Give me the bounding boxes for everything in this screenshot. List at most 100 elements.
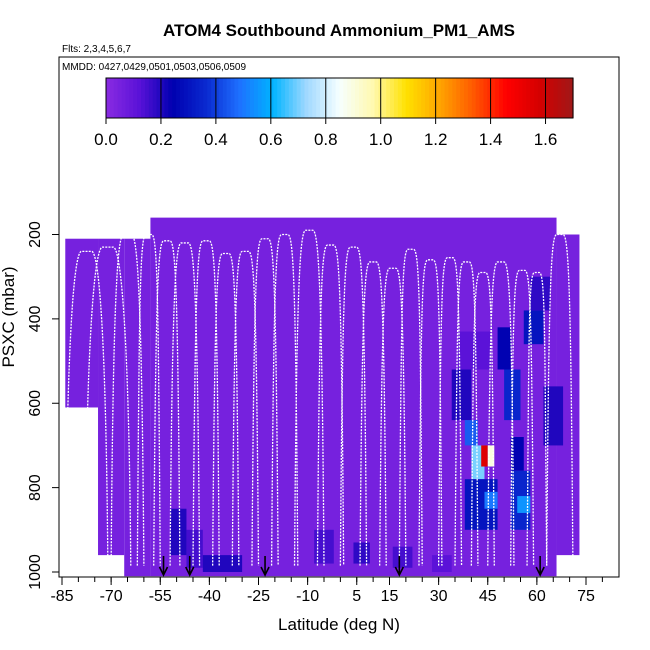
flight-track <box>510 269 535 566</box>
y-tick-label: 800 <box>27 474 44 501</box>
colorbar-segment <box>491 78 496 118</box>
arrow-head <box>158 566 169 577</box>
coverage-region <box>98 238 125 556</box>
colorbar-segment <box>413 78 418 118</box>
colorbar-segment <box>397 78 403 118</box>
y-tick-label: 600 <box>27 390 44 417</box>
colorbar-segment <box>327 78 333 118</box>
colorbar-segment <box>269 78 274 118</box>
colorbar-segment <box>545 78 551 118</box>
colorbar-segment <box>417 78 422 118</box>
dates-label: MMDD: 0427,0429,0501,0503,0506,0509 <box>62 62 246 73</box>
colorbar-segment <box>464 78 469 118</box>
heatmap-cell <box>170 508 187 556</box>
flight-track <box>379 267 407 566</box>
colorbar-segment <box>499 78 504 118</box>
colorbar-segment <box>390 78 395 118</box>
flight-track <box>293 229 325 566</box>
colorbar-segment <box>425 78 430 118</box>
flight-track <box>110 233 145 566</box>
colorbar-segment <box>218 78 224 118</box>
colorbar-segment <box>339 78 344 118</box>
colorbar-segment <box>537 78 543 118</box>
colorbar-segment <box>246 78 251 118</box>
colorbar-segment <box>195 78 200 118</box>
x-tick-label: -85 <box>50 588 73 605</box>
colorbar-segment <box>351 78 356 118</box>
colorbar-segment <box>222 78 228 118</box>
colorbar-segment <box>312 78 317 118</box>
heatmap-cell <box>487 445 495 467</box>
x-tick-label: -40 <box>198 588 221 605</box>
heatmap-cell <box>517 496 531 513</box>
colorbar-segment <box>358 78 364 118</box>
colorbar-segment <box>440 78 446 118</box>
heatmap-cell <box>353 542 370 564</box>
colorbar-segment <box>456 78 461 118</box>
colorbar-segment <box>292 78 298 118</box>
colorbar-segment <box>191 78 197 118</box>
colorbar-tick-label: 1.4 <box>479 130 503 149</box>
colorbar-segment <box>487 78 492 118</box>
colorbar-segment <box>429 78 434 118</box>
flight-track <box>339 246 368 566</box>
colorbar-segment <box>121 78 127 118</box>
y-tick-label: 1000 <box>27 554 44 590</box>
colorbar-segment <box>565 78 570 118</box>
colorbar-tick-label: 0.8 <box>314 130 338 149</box>
flight-track <box>251 238 279 566</box>
colorbar-segment <box>452 78 457 118</box>
y-tick-label: 200 <box>27 221 44 248</box>
arrow-head <box>185 566 195 577</box>
colorbar-segment <box>362 78 368 118</box>
colorbar-segment <box>421 78 426 118</box>
colorbar-segment <box>526 78 531 118</box>
colorbar-segment <box>214 78 220 118</box>
colorbar-segment <box>137 78 142 118</box>
colorbar-segment <box>534 78 539 118</box>
colorbar-segment <box>257 78 263 118</box>
colorbar-segment <box>382 78 387 118</box>
colorbar-segment <box>156 78 162 118</box>
heatmap-cell <box>497 327 511 370</box>
heatmap-cell <box>202 555 243 572</box>
flight-track <box>212 252 240 566</box>
flight-track <box>359 261 387 566</box>
colorbar-segment <box>183 78 189 118</box>
colorbar-ticks: 0.0 0.2 0.4 0.6 0.8 1.0 1.2 1.4 1.6 <box>94 78 557 149</box>
flight-track <box>270 233 299 566</box>
plot-frame <box>58 56 620 578</box>
heatmap-cell <box>464 420 478 446</box>
heatmap-cell <box>451 369 472 421</box>
heatmap-cell <box>392 546 413 568</box>
flight-track <box>136 233 161 566</box>
colorbar-segment <box>160 78 165 118</box>
colorbar-segment <box>518 78 524 118</box>
colorbar-segment <box>203 78 208 118</box>
x-axis-label: Latitude (deg N) <box>278 615 400 634</box>
colorbar-segment <box>230 78 236 118</box>
colorbar-segment <box>253 78 259 118</box>
x-tick-label: 60 <box>528 588 546 605</box>
colorbar-segment <box>164 78 169 118</box>
colorbar-segment <box>448 78 453 118</box>
colorbar-segment <box>187 78 193 118</box>
arrow-head <box>394 566 405 577</box>
colorbar-segment <box>106 78 111 118</box>
colorbar-segment <box>273 78 278 118</box>
x-axis: -85 -70 -55 -40 -25 -10 5 15 30 45 60 75 <box>50 577 603 605</box>
colorbar-segment <box>144 78 150 118</box>
colorbar-segment <box>467 78 473 118</box>
x-tick-label: -25 <box>247 588 270 605</box>
colorbar-tick-label: 1.6 <box>534 130 558 149</box>
colorbar-segment <box>432 78 438 118</box>
colorbar-tick-label: 1.0 <box>369 130 393 149</box>
colorbar-segment <box>502 78 508 118</box>
colorbar-segment <box>285 78 290 118</box>
flight-track <box>526 271 548 566</box>
y-tick-label: 400 <box>27 305 44 332</box>
colorbar-segment <box>109 78 115 118</box>
flights-label: Flts: 2,3,4,5,6,7 <box>62 44 131 55</box>
x-tick-label: 5 <box>352 588 361 605</box>
